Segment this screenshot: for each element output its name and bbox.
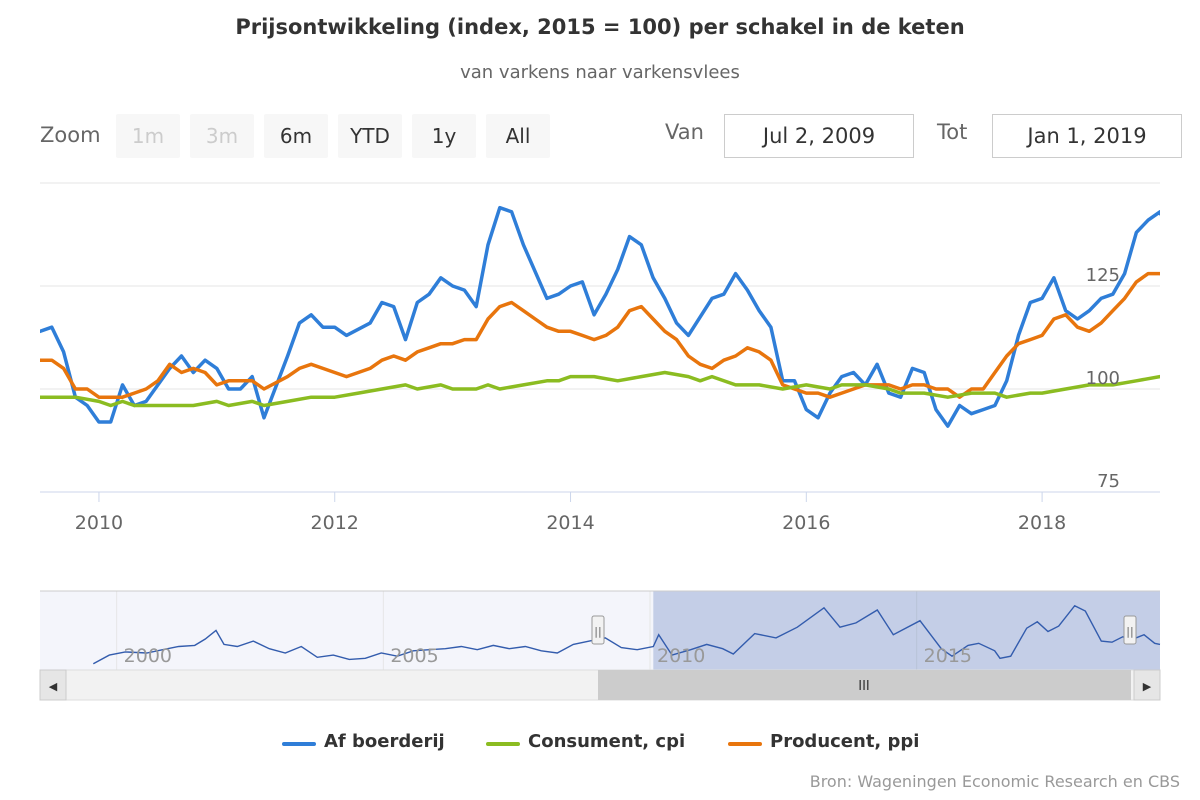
zoom-label: Zoom — [40, 123, 101, 147]
to-date-label: Tot — [937, 120, 968, 144]
navigator-tick-label: 2010 — [657, 645, 705, 667]
legend-label: Producent, ppi — [770, 731, 920, 752]
x-tick-label: 2010 — [75, 512, 123, 534]
from-date-input[interactable] — [724, 114, 914, 158]
navigator-grid — [116, 591, 918, 670]
series-line-af-boerderij — [40, 205, 1160, 428]
navigator-left-handle[interactable]: || — [591, 615, 605, 645]
x-tick-label: 2016 — [782, 512, 830, 534]
navigator-selection[interactable] — [653, 591, 1160, 670]
x-tick-label: 2018 — [1018, 512, 1066, 534]
x-tick-label: 2012 — [311, 512, 359, 534]
zoom-1y-button[interactable]: 1y — [412, 114, 476, 158]
navigator-series-line — [92, 604, 1161, 665]
scrollbar-thumb[interactable] — [598, 670, 1131, 700]
navigator-tick-label: 2015 — [924, 645, 972, 667]
chart-subtitle: van varkens naar varkensvlees — [460, 62, 740, 83]
zoom-all-button[interactable]: All — [486, 114, 550, 158]
navigator-right-handle[interactable]: || — [1123, 615, 1137, 645]
series-line-consument-cpi — [40, 370, 1160, 408]
zoom-6m-button[interactable]: 6m — [264, 114, 328, 158]
zoom-1m-button[interactable]: 1m — [116, 114, 180, 158]
x-tick-label: 2014 — [546, 512, 594, 534]
legend-swatch-consument-cpi — [486, 742, 520, 746]
y-tick-label: 125 — [1086, 265, 1120, 286]
scrollbar-grip-icon: III — [858, 679, 870, 694]
zoom-ytd-button[interactable]: YTD — [338, 114, 402, 158]
legend-swatch-af-boerderij — [282, 742, 316, 746]
chart-title: Prijsontwikkeling (index, 2015 = 100) pe… — [235, 15, 965, 39]
from-date-label: Van — [665, 120, 704, 144]
navigator-tick-label: 2000 — [124, 645, 172, 667]
y-tick-label: 75 — [1097, 471, 1120, 492]
svg-text:||: || — [594, 625, 601, 638]
series-line-producent-ppi — [40, 271, 1160, 399]
main-chart: 75 100 125 2010 2012 2014 2016 2018 2000 2005 201… — [39, 182, 1161, 701]
y-tick-label: 100 — [1086, 368, 1120, 389]
scrollbar-left-arrow-icon: ◀ — [49, 680, 58, 693]
legend-swatch-producent-ppi — [728, 742, 762, 746]
scrollbar-right-arrow-icon: ▶ — [1143, 680, 1152, 693]
navigator-tick-labels: 2000 2005 2010 2015 — [124, 645, 972, 667]
svg-text:||: || — [1126, 625, 1133, 638]
navigator: 2000 2005 2010 2015 || || — [40, 590, 1161, 670]
legend-label: Consument, cpi — [528, 731, 686, 752]
legend-label: Af boerderij — [324, 731, 445, 752]
scrollbar[interactable]: ◀ III ▶ — [39, 669, 1161, 701]
to-date-input[interactable] — [992, 114, 1182, 158]
axes: 75 100 125 2010 2012 2014 2016 2018 — [40, 265, 1160, 534]
credits: Bron: Wageningen Economic Research en CB… — [809, 772, 1180, 791]
chart-legend: Af boerderij Consument, cpi Producent, p… — [0, 730, 1200, 758]
scrollbar-left-button[interactable] — [39, 669, 67, 701]
scrollbar-right-button[interactable] — [1133, 669, 1161, 701]
series-lines — [40, 205, 1160, 428]
navigator-tick-label: 2005 — [390, 645, 438, 667]
zoom-3m-button[interactable]: 3m — [190, 114, 254, 158]
